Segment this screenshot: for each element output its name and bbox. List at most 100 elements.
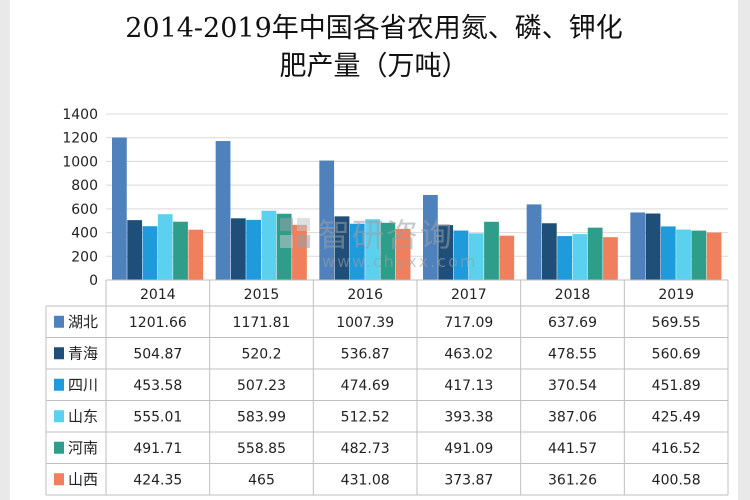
data-label: 491.71 — [133, 441, 182, 457]
data-label: 520.2 — [241, 346, 281, 362]
bar-青海-2019 — [645, 213, 661, 280]
data-label: 507.23 — [237, 378, 286, 394]
chart-title-line-2: 肥产量（万吨） — [279, 51, 469, 82]
data-label: 512.52 — [341, 409, 390, 425]
bar-湖北-2018 — [526, 204, 542, 280]
data-label: 400.58 — [652, 472, 701, 488]
legend-swatch-青海 — [54, 347, 64, 360]
data-label: 463.02 — [444, 346, 493, 362]
legend-swatch-山西 — [54, 473, 64, 486]
data-label: 431.08 — [341, 472, 390, 488]
data-label: 583.99 — [237, 409, 286, 425]
bar-青海-2018 — [541, 223, 557, 280]
x-tick-label: 2019 — [658, 287, 694, 303]
bar-四川-2019 — [660, 226, 676, 280]
bar-青海-2017 — [438, 225, 454, 280]
data-label: 361.26 — [548, 472, 597, 488]
bar-湖北-2017 — [423, 194, 438, 280]
data-label: 482.73 — [341, 441, 390, 457]
bar-河南-2017 — [484, 221, 499, 280]
bar-河南-2016 — [380, 222, 396, 280]
data-label: 717.09 — [444, 315, 493, 331]
bar-河南-2019 — [691, 230, 707, 280]
legend-swatch-山东 — [54, 410, 64, 423]
data-label: 1171.81 — [233, 315, 291, 331]
bar-四川-2014 — [142, 226, 158, 280]
y-tick-label: 1200 — [62, 131, 98, 147]
data-label: 474.69 — [341, 378, 390, 394]
bar-四川-2018 — [557, 236, 572, 280]
y-tick-label: 200 — [71, 249, 98, 265]
bar-青海-2014 — [127, 220, 143, 280]
bar-山西-2015 — [292, 224, 307, 280]
bar-山东-2019 — [676, 229, 691, 280]
chart-svg: 1400 1200 1000 800 600 400 200 0 2014 2015 2016 201… — [45, 107, 729, 496]
bar-青海-2016 — [334, 216, 350, 280]
data-label: 416.52 — [652, 441, 701, 457]
chart-frame: 2014-2019年中国各省农用氮、磷、钾化 肥产量（万吨） 1400 1200 1… — [10, 0, 738, 500]
bar-四川-2017 — [453, 230, 469, 280]
bar-山西-2018 — [603, 237, 618, 280]
bar-山西-2019 — [706, 232, 722, 280]
bar-湖北-2014 — [112, 137, 127, 280]
bar-山西-2016 — [395, 228, 411, 280]
data-label: 451.89 — [652, 378, 701, 394]
data-label: 504.87 — [133, 346, 182, 362]
data-label: 393.38 — [444, 409, 493, 425]
bar-四川-2015 — [246, 219, 261, 280]
y-tick-label: 1400 — [62, 107, 98, 123]
bar-山东-2017 — [468, 233, 484, 280]
bar-山东-2015 — [261, 210, 277, 280]
y-tick-label: 1000 — [62, 154, 98, 170]
bar-河南-2014 — [173, 221, 188, 280]
bar-河南-2015 — [276, 213, 292, 280]
data-label: 453.58 — [133, 378, 182, 394]
data-label: 478.55 — [548, 346, 597, 362]
data-label: 491.09 — [444, 441, 493, 457]
data-label: 560.69 — [652, 346, 701, 362]
data-label: 637.69 — [548, 315, 597, 331]
data-label: 425.49 — [652, 409, 701, 425]
bar-山东-2014 — [157, 214, 173, 280]
data-label: 536.87 — [341, 346, 390, 362]
x-tick-label: 2015 — [244, 287, 280, 303]
x-tick-label: 2017 — [451, 287, 487, 303]
data-label: 465 — [248, 472, 275, 488]
y-tick-label: 400 — [71, 226, 98, 242]
data-label: 370.54 — [548, 378, 597, 394]
legend-swatch-湖北 — [54, 315, 64, 328]
bar-河南-2018 — [587, 227, 603, 280]
data-label: 373.87 — [444, 472, 493, 488]
data-label: 441.57 — [548, 441, 597, 457]
data-label: 558.85 — [237, 441, 286, 457]
x-tick-label: 2018 — [555, 287, 591, 303]
bar-四川-2016 — [349, 223, 365, 280]
bar-湖北-2015 — [215, 141, 231, 280]
data-label: 424.35 — [133, 472, 182, 488]
data-label: 387.06 — [548, 409, 597, 425]
x-tick-label: 2016 — [347, 287, 383, 303]
legend-label: 山东 — [68, 407, 98, 425]
legend-label: 湖北 — [68, 313, 98, 331]
data-label: 555.01 — [133, 409, 182, 425]
bar-山东-2016 — [365, 219, 380, 280]
data-label: 1201.66 — [129, 315, 187, 331]
bar-山东-2018 — [572, 234, 588, 280]
legend-swatch-四川 — [54, 378, 64, 391]
bar-山西-2017 — [499, 235, 515, 280]
chart-title-line-1: 2014-2019年中国各省农用氮、磷、钾化 — [125, 13, 623, 44]
data-label: 417.13 — [444, 378, 493, 394]
chart-title: 2014-2019年中国各省农用氮、磷、钾化 肥产量（万吨） — [10, 10, 738, 86]
data-label: 569.55 — [652, 315, 701, 331]
legend-label: 四川 — [68, 376, 98, 394]
legend-label: 河南 — [68, 439, 98, 457]
legend-label: 青海 — [68, 344, 98, 362]
bar-湖北-2019 — [630, 212, 646, 280]
legend-swatch-河南 — [54, 441, 64, 454]
legend-label: 山西 — [68, 470, 98, 488]
y-tick-label: 0 — [89, 273, 98, 289]
y-tick-label: 800 — [71, 178, 98, 194]
bar-青海-2015 — [230, 218, 246, 280]
x-tick-label: 2014 — [140, 287, 176, 303]
data-label: 1007.39 — [336, 315, 394, 331]
